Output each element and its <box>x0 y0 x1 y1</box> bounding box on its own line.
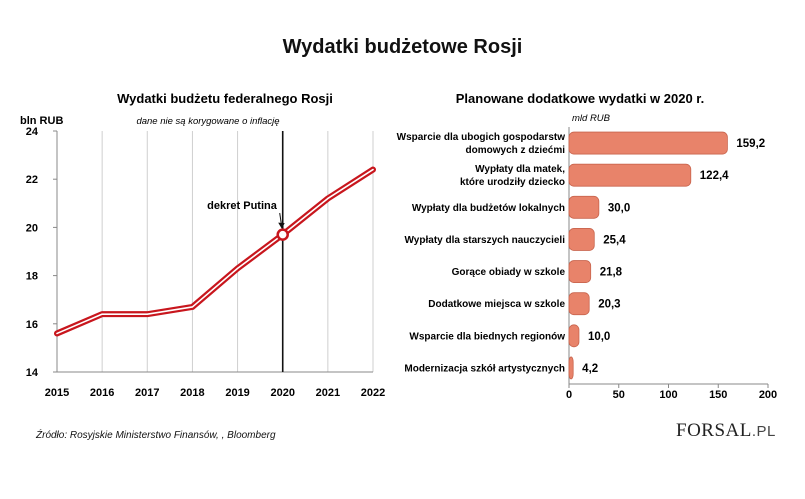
x-tick-label-2016: 2016 <box>90 387 114 399</box>
source-note: Źródło: Rosyjskie Ministerstwo Finansów,… <box>36 430 276 441</box>
bar-value-label-3: 30,0 <box>608 202 630 214</box>
category-label-2-line-2: które urodziły dziecko <box>460 177 565 188</box>
x-tick-label-2020: 2020 <box>270 387 294 399</box>
bar-2 <box>568 163 692 187</box>
y-axis-unit: bln RUB <box>20 115 63 127</box>
bar-x-tick-label-150: 150 <box>709 389 727 401</box>
category-label-5: Gorące obiady w szkole <box>452 267 566 278</box>
x-tick-label-2022: 2022 <box>361 387 385 399</box>
x-tick-label-2018: 2018 <box>180 387 204 399</box>
category-label-2-line-1: Wypłaty dla matek, <box>475 164 565 175</box>
main-title: Wydatki budżetowe Rosji <box>282 36 523 58</box>
line-chart-title: Wydatki budżetu federalnego Rosji <box>117 91 333 106</box>
bar-x-tick-label-0: 0 <box>566 389 572 401</box>
logo-text: FORSAL <box>676 420 752 441</box>
annotation-label: dekret Putina <box>207 200 278 212</box>
bar-x-tick-label-100: 100 <box>659 389 677 401</box>
y-tick-label-16: 16 <box>26 319 38 331</box>
category-label-1-line-1: Wsparcie dla ubogich gospodarstw <box>397 132 566 143</box>
category-label-4: Wypłaty dla starszych nauczycieli <box>405 235 566 246</box>
bar-1 <box>568 131 728 155</box>
bar-chart-title: Planowane dodatkowe wydatki w 2020 r. <box>456 91 705 106</box>
bar-x-tick-label-200: 200 <box>759 389 777 401</box>
forsal-logo: FORSAL.PL <box>676 420 776 442</box>
bar-value-label-6: 20,3 <box>598 299 620 311</box>
x-tick-label-2015: 2015 <box>45 387 69 399</box>
x-axis-unit: mld RUB <box>572 113 611 124</box>
y-tick-label-24: 24 <box>26 126 39 138</box>
bar-value-label-8: 4,2 <box>582 363 598 375</box>
bar-7 <box>568 324 580 348</box>
bar-8 <box>568 356 574 380</box>
category-label-8: Modernizacja szkół artystycznych <box>404 363 565 374</box>
category-label-7: Wsparcie dla biednych regionów <box>409 331 565 342</box>
series-line-outer <box>54 166 376 337</box>
y-tick-label-22: 22 <box>26 174 38 186</box>
bar-value-label-7: 10,0 <box>588 331 610 343</box>
x-tick-label-2021: 2021 <box>316 387 340 399</box>
series-line-inner <box>56 168 374 335</box>
bar-5 <box>568 260 592 283</box>
bar-6 <box>568 292 590 316</box>
bar-value-label-5: 21,8 <box>600 267 623 279</box>
x-tick-label-2017: 2017 <box>135 387 159 399</box>
bar-4 <box>568 228 595 251</box>
category-label-3: Wypłaty dla budżetów lokalnych <box>412 203 565 214</box>
bar-value-label-2: 122,4 <box>700 170 729 182</box>
y-tick-label-20: 20 <box>26 222 38 234</box>
annotation-arrow-head <box>278 222 285 229</box>
inflation-note: dane nie są korygowane o inflację <box>136 116 279 127</box>
bar-x-tick-label-50: 50 <box>613 389 625 401</box>
category-label-6: Dodatkowe miejsca w szkole <box>428 299 565 310</box>
bar-3 <box>568 195 600 219</box>
bar-value-label-4: 25,4 <box>603 234 626 246</box>
decree-point <box>276 228 289 241</box>
y-tick-label-18: 18 <box>26 271 38 283</box>
category-label-1-line-2: domowych z dziećmi <box>466 145 566 156</box>
y-tick-label-14: 14 <box>26 367 39 379</box>
x-tick-label-2019: 2019 <box>225 387 249 399</box>
logo-suffix: .PL <box>751 423 776 440</box>
bar-value-label-1: 159,2 <box>736 138 765 150</box>
